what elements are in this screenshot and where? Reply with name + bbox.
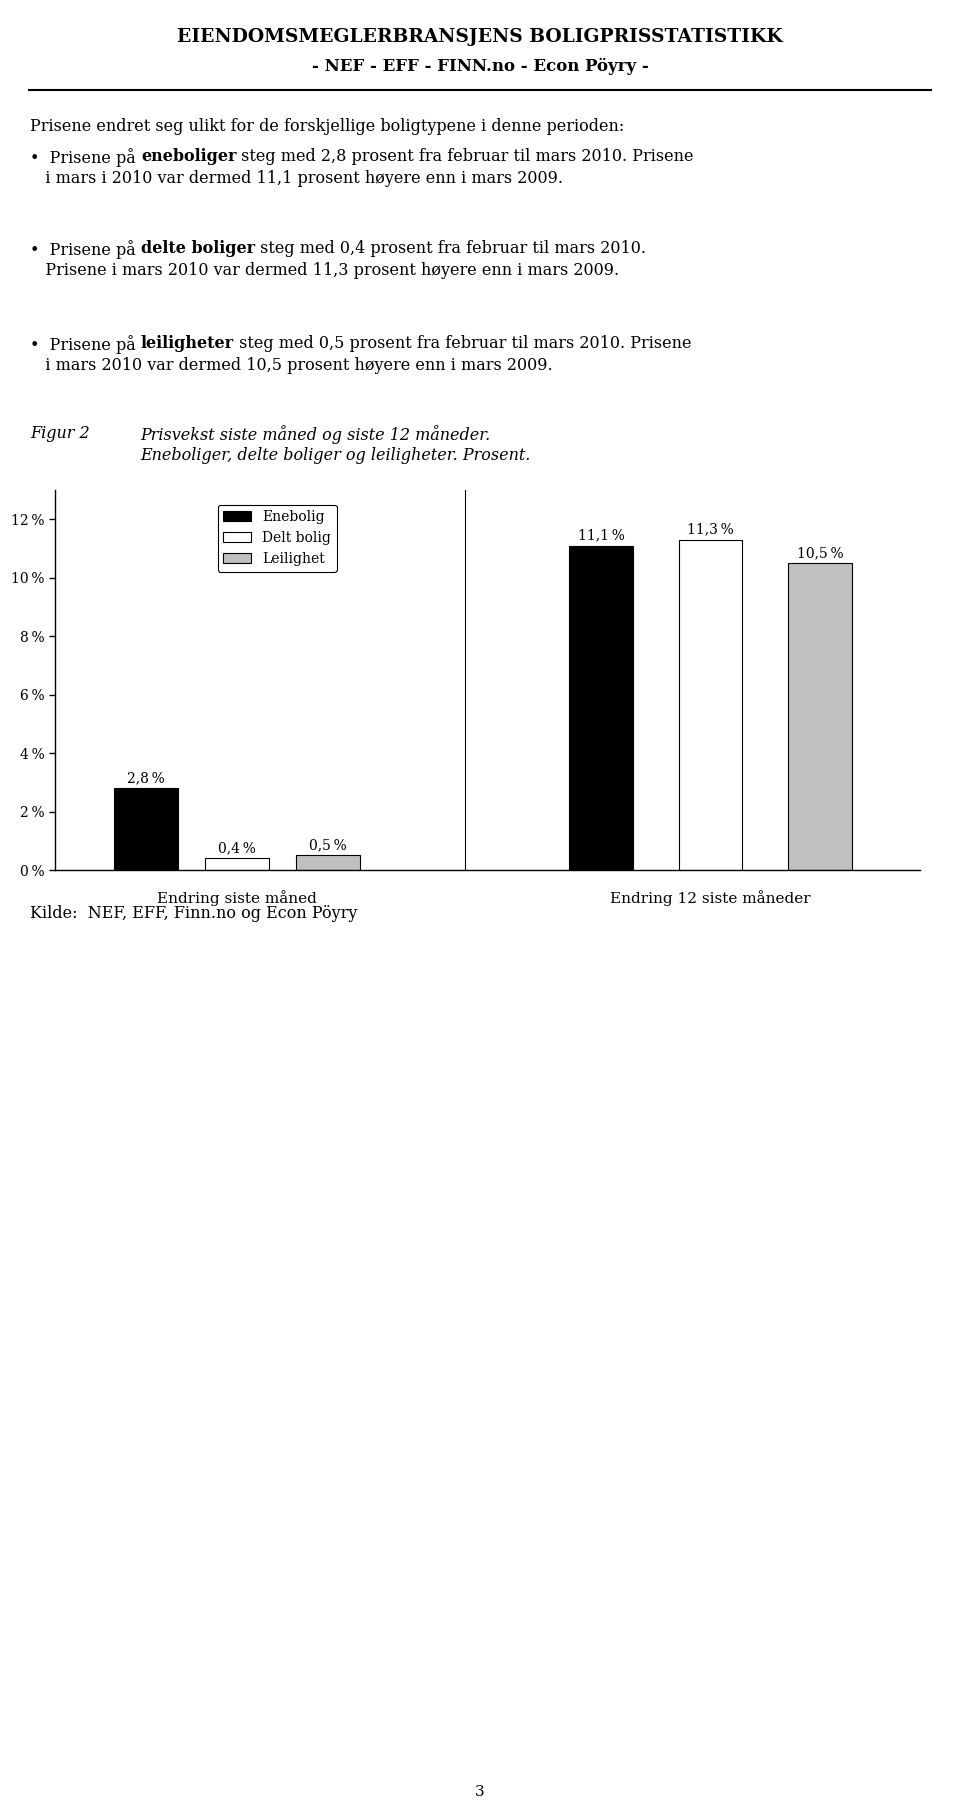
Text: steg med 0,5 prosent fra februar til mars 2010. Prisene: steg med 0,5 prosent fra februar til mar…	[234, 335, 691, 351]
Bar	[114, 788, 178, 869]
Text: Figur 2: Figur 2	[30, 426, 89, 442]
Text: 10,5 %: 10,5 %	[797, 547, 843, 560]
Text: steg med 0,4 prosent fra februar til mars 2010.: steg med 0,4 prosent fra februar til mar…	[255, 241, 646, 257]
Text: Endring 12 siste måneder: Endring 12 siste måneder	[611, 891, 811, 906]
Text: Endring siste måned: Endring siste måned	[157, 891, 317, 906]
Text: leiligheter: leiligheter	[141, 335, 234, 351]
Text: EIENDOMSMEGLERBRANSJENS BOLIGPRISSTATISTIKK: EIENDOMSMEGLERBRANSJENS BOLIGPRISSTATIST…	[178, 27, 782, 45]
Text: Prisene endret seg ulikt for de forskjellige boligtypene i denne perioden:: Prisene endret seg ulikt for de forskjel…	[30, 118, 624, 136]
Text: •  Prisene på: • Prisene på	[30, 241, 141, 259]
Bar	[297, 855, 360, 869]
Text: i mars i 2010 var dermed 11,1 prosent høyere enn i mars 2009.: i mars i 2010 var dermed 11,1 prosent hø…	[30, 170, 563, 187]
Text: 0,4 %: 0,4 %	[218, 842, 256, 855]
Text: steg med 2,8 prosent fra februar til mars 2010. Prisene: steg med 2,8 prosent fra februar til mar…	[236, 149, 694, 165]
Text: 2,8 %: 2,8 %	[127, 771, 165, 786]
Text: eneboliger: eneboliger	[141, 149, 236, 165]
Text: 11,3 %: 11,3 %	[687, 523, 734, 536]
Text: i mars 2010 var dermed 10,5 prosent høyere enn i mars 2009.: i mars 2010 var dermed 10,5 prosent høye…	[30, 357, 553, 375]
Text: - NEF - EFF - FINN.no - Econ Pöyry -: - NEF - EFF - FINN.no - Econ Pöyry -	[312, 58, 648, 74]
Text: Eneboliger, delte boliger og leiligheter. Prosent.: Eneboliger, delte boliger og leiligheter…	[140, 447, 530, 464]
Text: Kilde:  NEF, EFF, Finn.no og Econ Pöyry: Kilde: NEF, EFF, Finn.no og Econ Pöyry	[30, 906, 357, 922]
Bar	[205, 858, 269, 869]
Text: 0,5 %: 0,5 %	[309, 838, 347, 853]
Legend: Enebolig, Delt bolig, Leilighet: Enebolig, Delt bolig, Leilighet	[218, 505, 337, 572]
Bar	[679, 540, 742, 869]
Bar	[788, 563, 852, 869]
Text: •  Prisene på: • Prisene på	[30, 335, 141, 353]
Text: •  Prisene på: • Prisene på	[30, 149, 141, 167]
Text: delte boliger: delte boliger	[141, 241, 255, 257]
Text: 3: 3	[475, 1786, 485, 1798]
Text: Prisene i mars 2010 var dermed 11,3 prosent høyere enn i mars 2009.: Prisene i mars 2010 var dermed 11,3 pros…	[30, 263, 619, 279]
Text: 11,1 %: 11,1 %	[578, 529, 625, 543]
Bar	[569, 545, 634, 869]
Text: Prisvekst siste måned og siste 12 måneder.: Prisvekst siste måned og siste 12 månede…	[140, 426, 491, 444]
